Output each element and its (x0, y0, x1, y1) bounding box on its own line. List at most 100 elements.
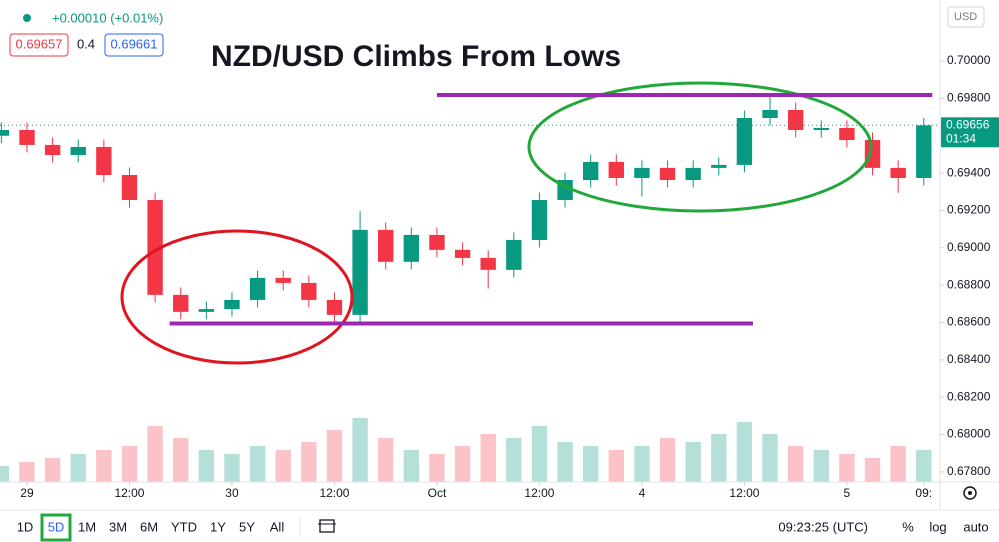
candle-body (429, 234, 445, 250)
candle-body (839, 127, 855, 141)
volume-bar (0, 466, 10, 482)
y-tick-label: 0.68600 (947, 315, 991, 329)
candle-body (352, 229, 368, 315)
candle-body (173, 294, 189, 312)
candle-body (634, 167, 650, 178)
y-tick-label: 0.68000 (947, 427, 991, 441)
candle-body (659, 167, 676, 181)
candle-body (762, 109, 778, 119)
range-button[interactable]: 1D (17, 519, 34, 534)
y-tick-label: 0.69800 (947, 91, 991, 105)
x-tick-label: 30 (225, 486, 239, 500)
volume-bar (70, 454, 86, 482)
scale-option[interactable]: % (902, 519, 914, 534)
volume-bar (44, 458, 61, 482)
compare-icon[interactable] (318, 519, 336, 533)
y-tick-label: 0.69200 (947, 203, 991, 217)
volume-bar (198, 450, 215, 482)
high-ellipse (527, 81, 873, 213)
last-price-box (941, 117, 999, 148)
candle-body (531, 200, 548, 240)
range-button[interactable]: 3M (109, 519, 127, 534)
ask-box[interactable] (104, 33, 164, 57)
volume-bar (864, 458, 881, 482)
status-dot (23, 14, 31, 22)
candle-body (608, 161, 624, 178)
volume-bar (839, 454, 855, 482)
range-button[interactable]: 1M (78, 519, 96, 534)
countdown: 01:34 (946, 131, 976, 145)
y-tick-label: 0.68400 (947, 352, 991, 366)
volume-bar (173, 438, 189, 482)
active-range-box (40, 513, 72, 542)
volume-bar (275, 450, 291, 482)
candle-body (813, 127, 829, 130)
y-tick-label: 0.68200 (947, 389, 991, 403)
volume-bar (224, 454, 240, 482)
x-tick-label: 09: (915, 486, 932, 500)
spread: 0.4 (77, 36, 95, 51)
bid: 0.69657 (16, 36, 63, 51)
volume-bar (147, 426, 163, 482)
range-button[interactable]: 1Y (210, 519, 226, 534)
ask: 0.69661 (111, 36, 158, 51)
volume-bar (96, 450, 112, 482)
candle-body (70, 146, 86, 156)
volume-bar (916, 450, 932, 482)
y-tick-label: 0.69400 (947, 165, 991, 179)
volume-bar (890, 446, 906, 482)
y-tick-label: 0.70000 (947, 53, 991, 67)
volume-bar (378, 438, 394, 482)
bid-box[interactable] (9, 33, 69, 57)
y-tick-label: 0.69000 (947, 240, 991, 254)
volume-bar (634, 446, 650, 482)
candle-body (19, 129, 35, 145)
volume-bar (557, 442, 573, 482)
x-tick-label: 12:00 (114, 486, 144, 500)
volume-bar (506, 438, 522, 482)
y-tick-label: 0.68800 (947, 277, 991, 291)
scale-option[interactable]: log (929, 519, 946, 534)
x-tick-label: 4 (639, 486, 646, 500)
x-tick-label: 12:00 (729, 486, 759, 500)
range-button[interactable]: 5D (48, 519, 65, 534)
currency: USD (954, 11, 977, 23)
x-tick-label: 12:00 (524, 486, 554, 500)
x-tick-label: 12:00 (319, 486, 349, 500)
candle-body (711, 164, 727, 168)
candle-body (147, 200, 163, 295)
candle-body (454, 249, 471, 258)
volume-bar (582, 446, 599, 482)
range-button[interactable]: 5Y (239, 519, 255, 534)
currency-dropdown[interactable] (947, 6, 985, 28)
volume-bar (736, 422, 753, 482)
x-tick-label: Oct (428, 486, 447, 500)
candle-body (916, 125, 932, 178)
range-button[interactable]: All (270, 519, 285, 534)
plot (0, 95, 932, 482)
clock: 09:23:25 (UTC) (778, 519, 868, 534)
scale-option[interactable]: auto (963, 519, 988, 534)
range-button[interactable]: 6M (140, 519, 158, 534)
candle-body (275, 277, 291, 283)
settings-icon[interactable] (963, 486, 977, 500)
y-tick-label: 0.67800 (947, 464, 991, 478)
candle-body (249, 277, 266, 300)
candle-body (378, 229, 394, 262)
x-tick-label: 29 (20, 486, 34, 500)
volume-bar (659, 438, 676, 482)
candle-body (582, 161, 599, 181)
volume-bar (429, 454, 445, 482)
volume-bar (249, 446, 266, 482)
candle-body (44, 144, 61, 156)
candle-body (198, 309, 215, 312)
last-price-label: 0.69656 (946, 117, 990, 131)
volume-bar (19, 462, 35, 482)
range-button[interactable]: YTD (171, 519, 197, 534)
low-ellipse (120, 229, 354, 365)
volume-bar (813, 450, 829, 482)
volume-bar (301, 442, 317, 482)
candle-body (301, 282, 317, 300)
candle-body (685, 167, 701, 181)
